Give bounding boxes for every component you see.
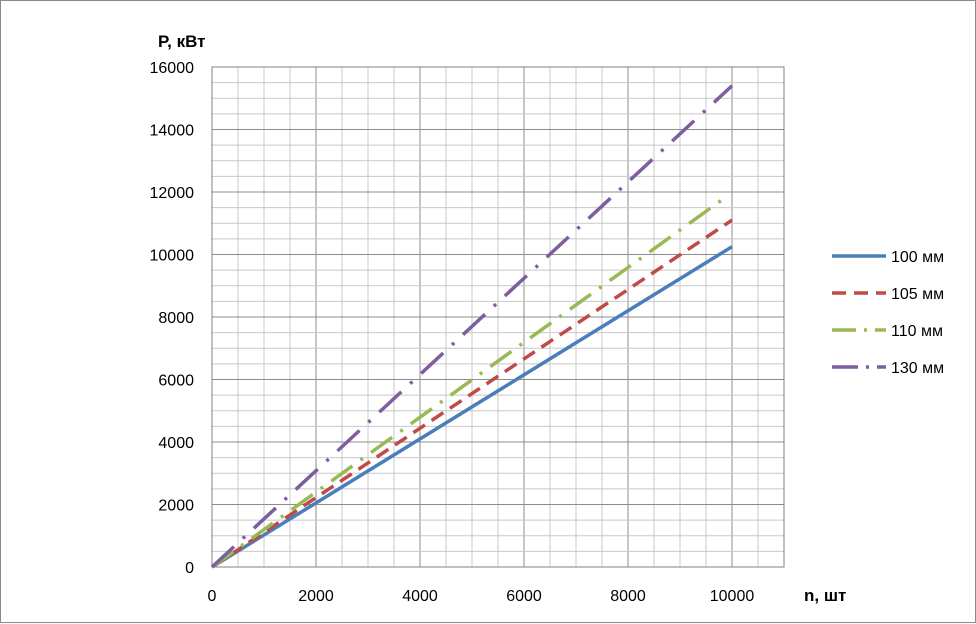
y-tick-label: 4000 — [158, 435, 194, 452]
y-tick-label: 2000 — [158, 498, 194, 515]
x-tick-label: 6000 — [506, 588, 542, 605]
x-tick-label: 4000 — [402, 588, 438, 605]
y-tick-label: 16000 — [150, 60, 195, 77]
legend-label: 100 мм — [891, 249, 944, 266]
x-tick-labels: 0 2000 4000 6000 8000 10000 — [208, 588, 755, 605]
legend-label: 105 мм — [891, 286, 944, 303]
x-tick-label: 8000 — [610, 588, 646, 605]
x-tick-label: 2000 — [298, 588, 334, 605]
y-tick-label: 12000 — [150, 185, 195, 202]
y-tick-label: 6000 — [158, 373, 194, 390]
series-lines — [210, 84, 734, 569]
y-tick-label: 8000 — [158, 310, 194, 327]
x-tick-label: 0 — [208, 588, 217, 605]
gridlines — [211, 66, 785, 568]
x-tick-label: 10000 — [710, 588, 755, 605]
series-line-130-мм — [210, 84, 734, 569]
x-axis-title: n, шт — [804, 586, 846, 605]
legend-label: 110 мм — [891, 323, 943, 340]
plot-area-border — [211, 66, 785, 568]
legend: 100 мм 105 мм 110 мм 130 мм — [832, 249, 944, 377]
y-tick-label: 0 — [185, 560, 194, 577]
y-tick-label: 10000 — [150, 248, 195, 265]
y-tick-labels: 0 2000 4000 6000 8000 10000 12000 14000 16000 — [150, 60, 195, 577]
y-tick-label: 14000 — [150, 123, 195, 140]
series-line-105-мм — [211, 218, 733, 569]
series-line-100-мм — [211, 245, 733, 569]
series-line-110-мм — [210, 196, 726, 569]
y-axis-title: P, кВт — [158, 32, 205, 51]
legend-label: 130 мм — [891, 360, 944, 377]
